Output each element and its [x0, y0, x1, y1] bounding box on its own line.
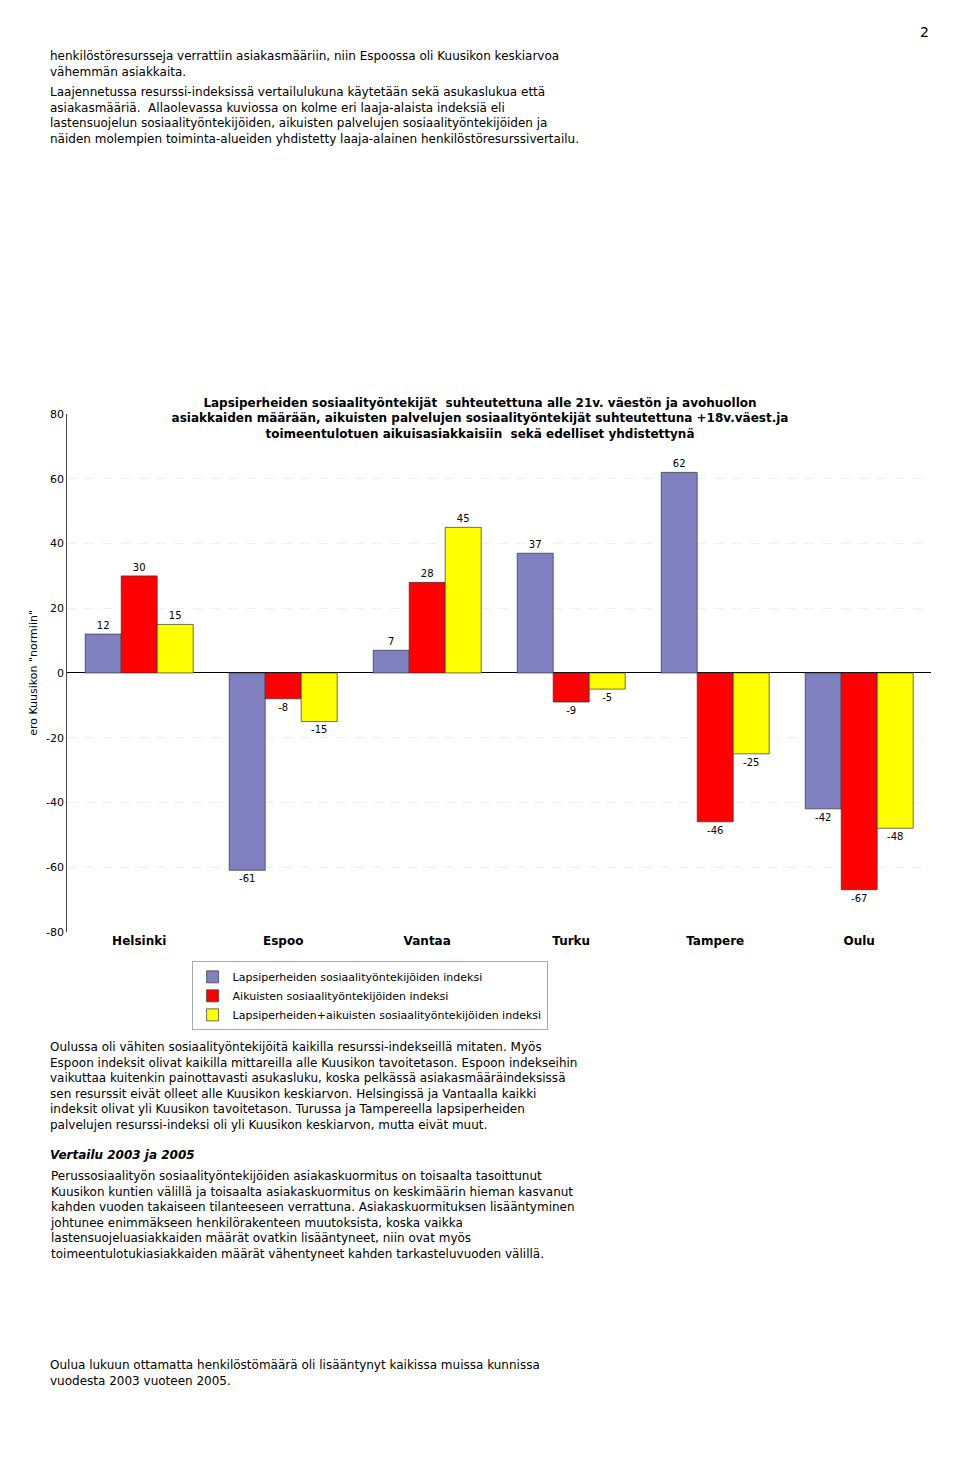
- svg-text:20: 20: [50, 602, 64, 615]
- svg-text:37: 37: [529, 539, 542, 550]
- svg-text:Turku: Turku: [552, 934, 590, 948]
- svg-text:2: 2: [920, 24, 929, 40]
- svg-text:60: 60: [50, 473, 64, 486]
- svg-text:Aikuisten sosiaalityöntekijöid: Aikuisten sosiaalityöntekijöiden indeksi: [233, 990, 449, 1003]
- svg-text:7: 7: [388, 636, 394, 647]
- svg-text:Helsinki: Helsinki: [112, 934, 166, 948]
- svg-text:Laajennetussa resurssi-indeksi: Laajennetussa resurssi-indeksissä vertai…: [50, 85, 579, 146]
- svg-text:-67: -67: [851, 893, 867, 904]
- svg-text:Vertailu 2003 ja 2005: Vertailu 2003 ja 2005: [50, 1148, 195, 1162]
- svg-text:-5: -5: [602, 692, 612, 703]
- svg-text:0: 0: [57, 667, 64, 680]
- svg-text:-48: -48: [887, 831, 903, 842]
- svg-text:28: 28: [421, 568, 434, 579]
- svg-text:ero Kuusikon "normiin": ero Kuusikon "normiin": [27, 610, 40, 736]
- svg-text:Oulussa oli vähiten sosiaality: Oulussa oli vähiten sosiaalityöntekijöit…: [50, 1040, 577, 1132]
- svg-text:12: 12: [97, 620, 110, 631]
- svg-text:-20: -20: [46, 732, 64, 745]
- svg-text:-46: -46: [707, 825, 723, 836]
- svg-text:-60: -60: [46, 861, 64, 874]
- svg-text:-80: -80: [46, 926, 64, 939]
- svg-text:Tampere: Tampere: [686, 934, 744, 948]
- svg-text:-9: -9: [566, 705, 576, 716]
- svg-text:62: 62: [673, 458, 686, 469]
- svg-text:-25: -25: [743, 757, 759, 768]
- svg-text:30: 30: [133, 562, 146, 573]
- svg-text:-40: -40: [46, 796, 64, 809]
- svg-text:Espoo: Espoo: [263, 934, 303, 948]
- svg-text:-15: -15: [311, 724, 327, 735]
- svg-text:Lapsiperheiden sosiaalityöntek: Lapsiperheiden sosiaalityöntekijöiden in…: [233, 971, 483, 984]
- svg-text:-42: -42: [815, 812, 831, 823]
- svg-text:henkilöstöresursseja verrattii: henkilöstöresursseja verrattiin asiakasm…: [50, 49, 559, 79]
- svg-text:-8: -8: [278, 702, 288, 713]
- svg-text:Lapsiperheiden sosiaalityöntek: Lapsiperheiden sosiaalityöntekijät suhte…: [172, 396, 789, 441]
- svg-text:Oulua lukuun ottamatta henkilö: Oulua lukuun ottamatta henkilöstömäärä o…: [50, 1358, 540, 1388]
- svg-text:Perussosiaalityön sosiaalityön: Perussosiaalityön sosiaalityöntekijöiden…: [50, 1169, 575, 1261]
- svg-text:Lapsiperheiden+aikuisten sosia: Lapsiperheiden+aikuisten sosiaalityöntek…: [233, 1009, 541, 1022]
- svg-text:40: 40: [50, 537, 64, 550]
- svg-text:Oulu: Oulu: [843, 934, 874, 948]
- svg-text:45: 45: [457, 513, 470, 524]
- svg-text:Vantaa: Vantaa: [404, 934, 451, 948]
- svg-text:15: 15: [169, 610, 182, 621]
- svg-text:-61: -61: [239, 873, 255, 884]
- svg-text:80: 80: [50, 408, 64, 421]
